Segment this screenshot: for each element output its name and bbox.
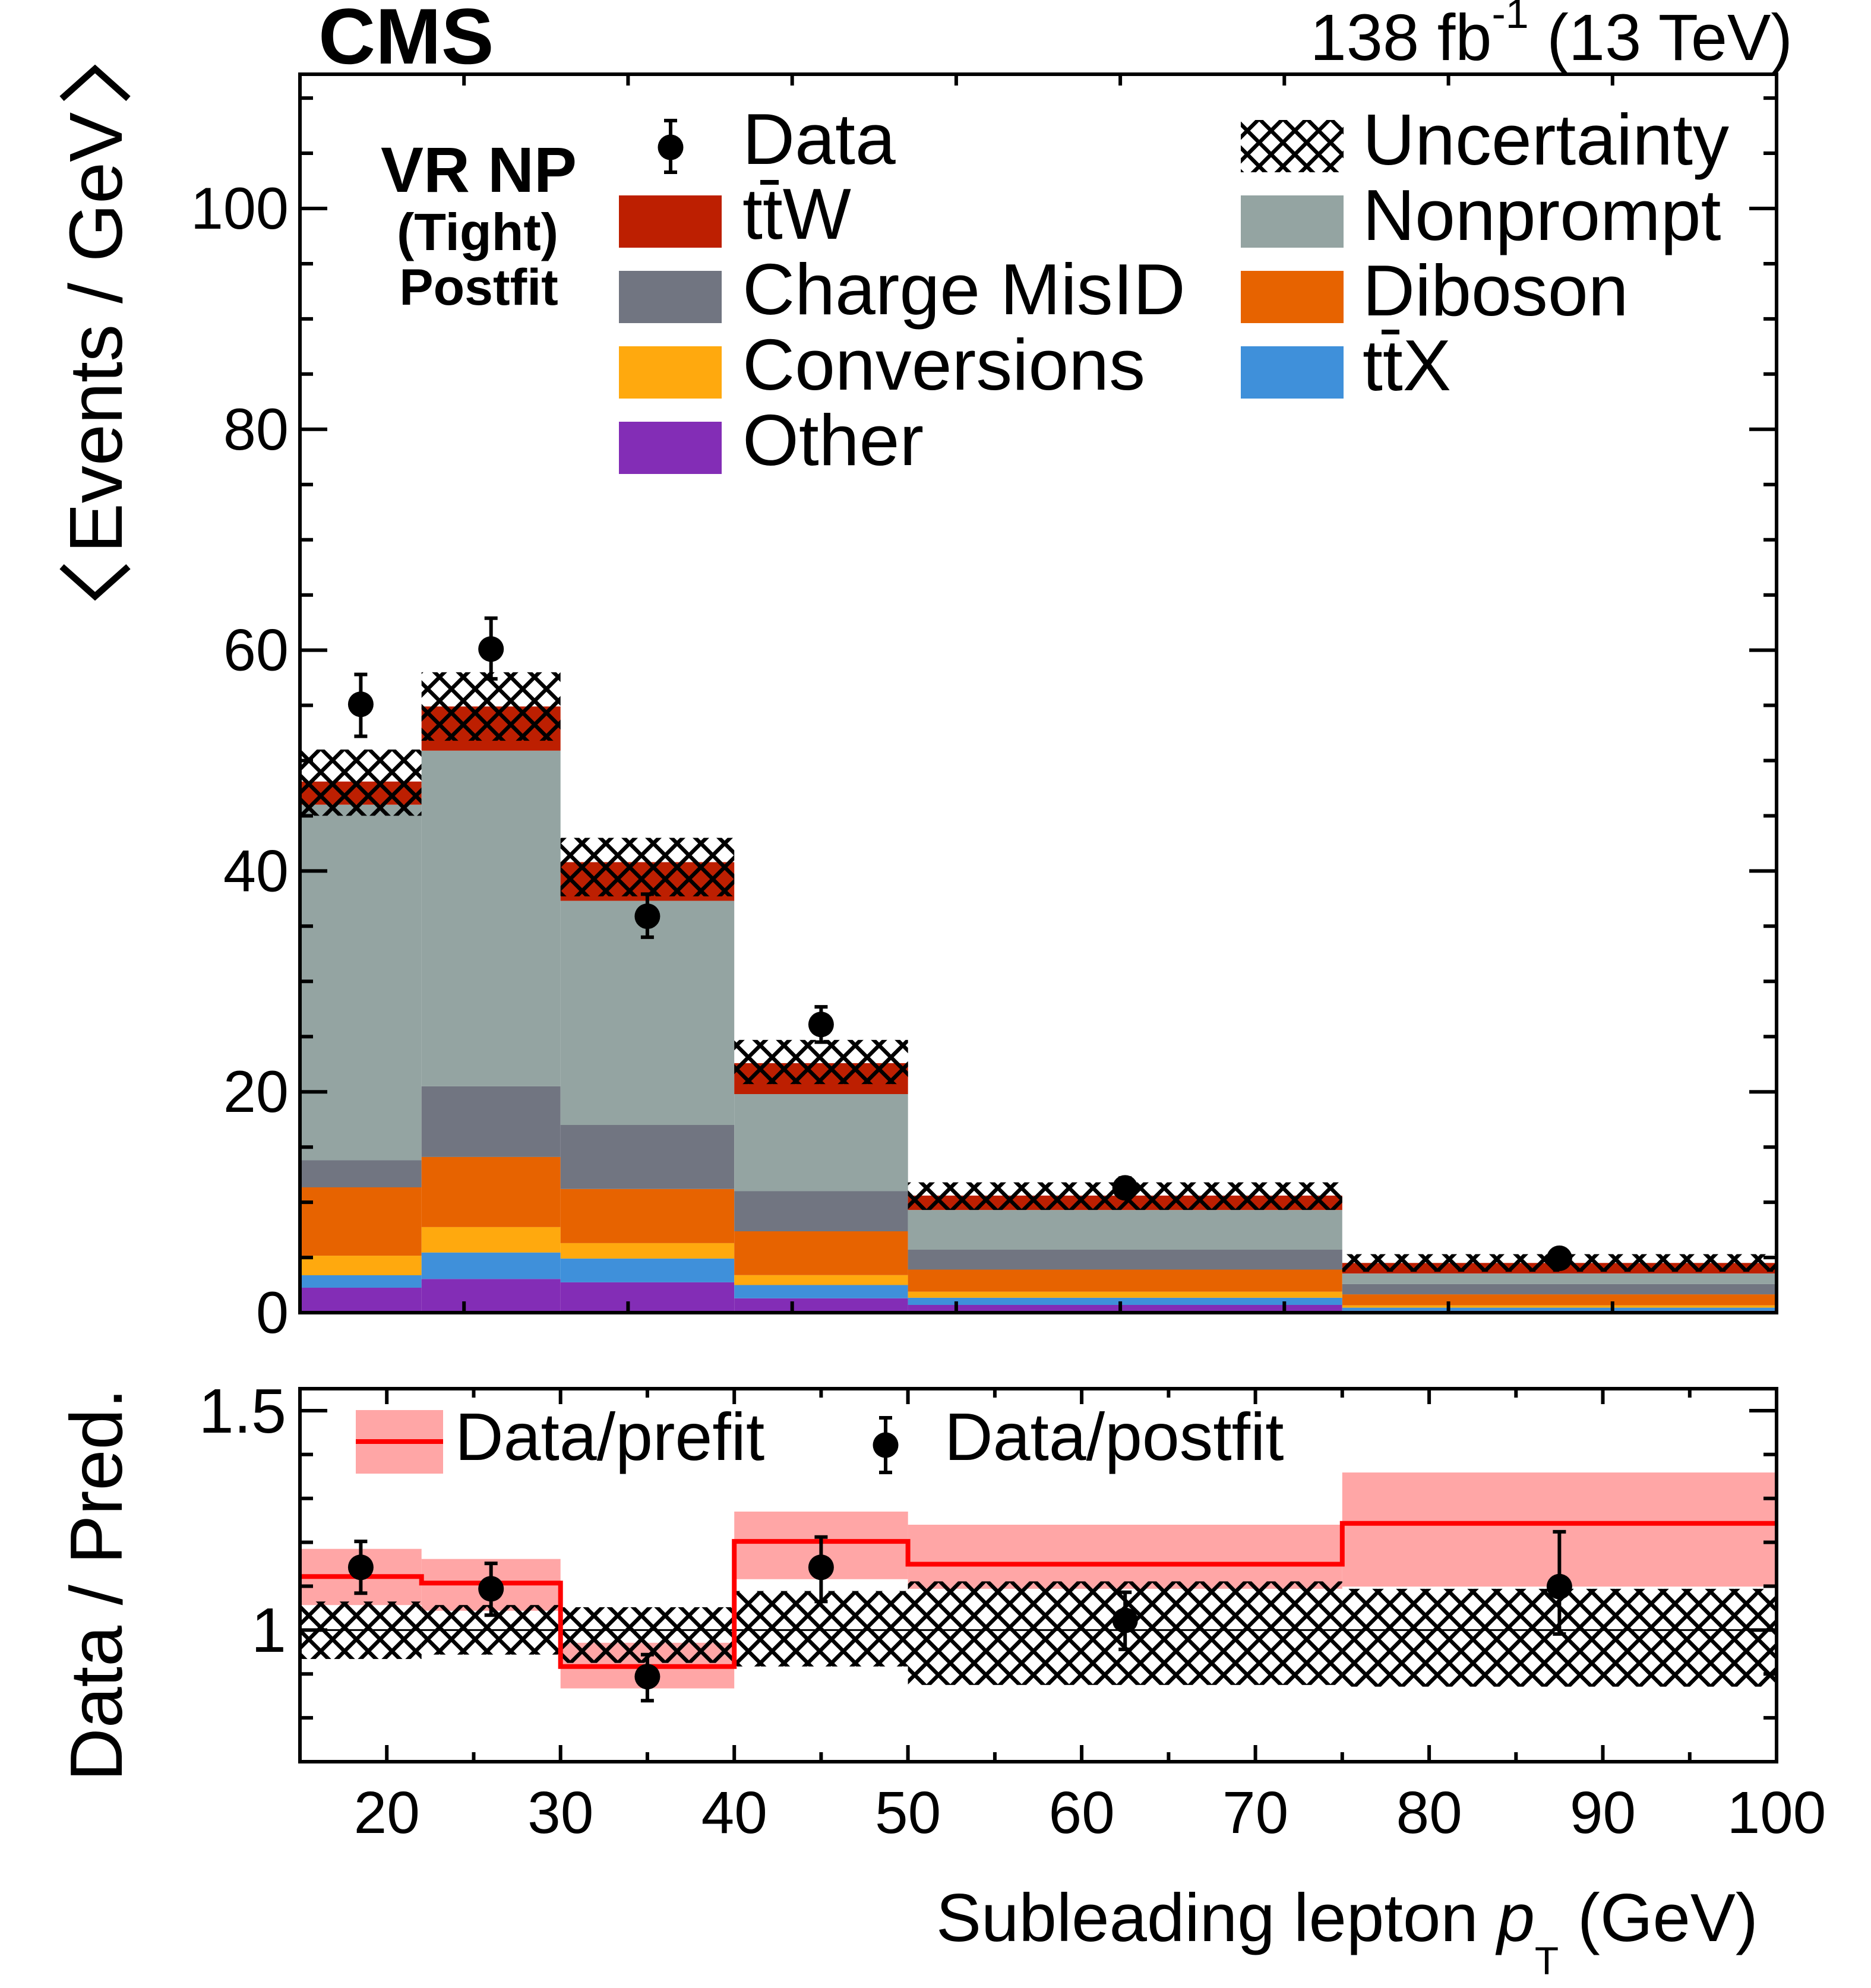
svg-text:40: 40 [701,1780,767,1846]
svg-text:60: 60 [1048,1780,1114,1846]
svg-text:Diboson: Diboson [1363,250,1629,331]
svg-text:70: 70 [1222,1780,1288,1846]
svg-text:Other: Other [742,400,924,481]
svg-text:Charge MisID: Charge MisID [742,249,1186,330]
svg-text:CMS: CMS [318,0,494,81]
svg-text:Data: Data [742,99,896,179]
svg-text:50: 50 [875,1780,941,1846]
svg-text:80: 80 [223,396,289,462]
svg-text:20: 20 [223,1058,289,1124]
svg-text:ttX: ttX [1363,325,1451,406]
svg-text:Data/prefit: Data/prefit [455,1399,764,1474]
svg-text:60: 60 [223,617,289,683]
svg-text:20: 20 [354,1780,420,1846]
svg-text:ttW: ttW [742,173,851,254]
svg-text:0: 0 [256,1279,289,1345]
svg-text:(Tight): (Tight) [397,203,558,261]
svg-text:90: 90 [1570,1780,1636,1846]
svg-text:Postfit: Postfit [399,259,558,316]
svg-text:Events / GeV: Events / GeV [54,112,138,553]
svg-text:80: 80 [1396,1780,1462,1846]
svg-text:100: 100 [1727,1780,1826,1846]
svg-text:Data / Pred.: Data / Pred. [56,1388,138,1781]
svg-text:40: 40 [223,837,289,903]
svg-text:Uncertainty: Uncertainty [1363,99,1729,180]
svg-text:Conversions: Conversions [742,324,1145,405]
svg-text:1.5: 1.5 [199,1376,286,1446]
svg-text:30: 30 [527,1780,593,1846]
svg-text:VR NP: VR NP [381,134,577,206]
svg-text:Nonprompt: Nonprompt [1363,175,1721,255]
svg-text:1: 1 [251,1595,286,1665]
svg-text:Data/postfit: Data/postfit [944,1399,1284,1474]
svg-text:100: 100 [191,175,289,241]
svg-text:138 fb-1 (13 TeV): 138 fb-1 (13 TeV) [1310,0,1793,74]
